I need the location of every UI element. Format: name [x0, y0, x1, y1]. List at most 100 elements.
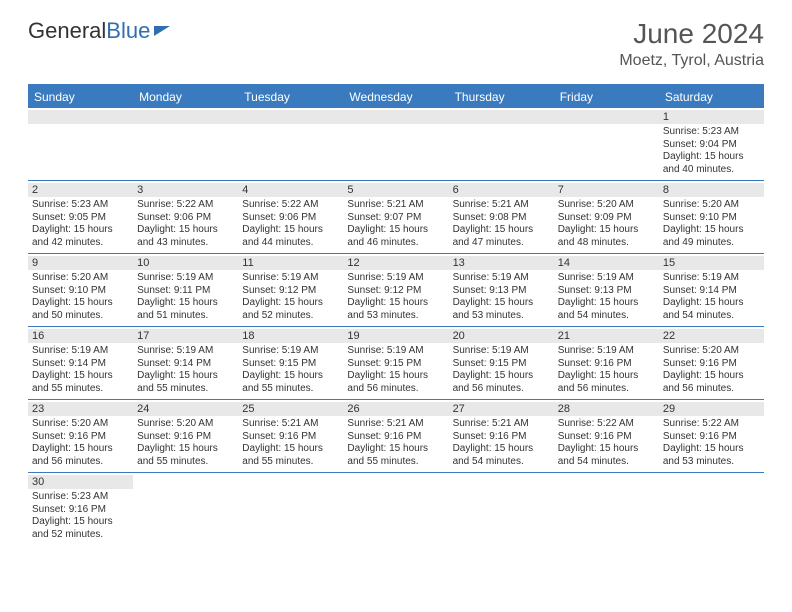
- sunset-text: Sunset: 9:12 PM: [242, 285, 339, 298]
- dow-saturday: Saturday: [659, 86, 764, 108]
- daylight-text: Daylight: 15 hours and 53 minutes.: [453, 297, 550, 322]
- dow-thursday: Thursday: [449, 86, 554, 108]
- daylight-text: Daylight: 15 hours and 49 minutes.: [663, 224, 760, 249]
- calendar-day: 12Sunrise: 5:19 AMSunset: 9:12 PMDayligh…: [343, 254, 448, 326]
- sunrise-text: Sunrise: 5:22 AM: [663, 418, 760, 431]
- sunset-text: Sunset: 9:16 PM: [453, 431, 550, 444]
- day-number: 7: [554, 183, 659, 197]
- dow-sunday: Sunday: [28, 86, 133, 108]
- calendar-day: [238, 473, 343, 545]
- calendar-day: [238, 108, 343, 180]
- calendar-week: 9Sunrise: 5:20 AMSunset: 9:10 PMDaylight…: [28, 254, 764, 327]
- day-number: 10: [133, 256, 238, 270]
- daylight-text: Daylight: 15 hours and 40 minutes.: [663, 151, 760, 176]
- sunrise-text: Sunrise: 5:19 AM: [453, 345, 550, 358]
- day-number: 4: [238, 183, 343, 197]
- sunrise-text: Sunrise: 5:20 AM: [137, 418, 234, 431]
- sunset-text: Sunset: 9:10 PM: [663, 212, 760, 225]
- day-number: 29: [659, 402, 764, 416]
- sunrise-text: Sunrise: 5:19 AM: [347, 345, 444, 358]
- daylight-text: Daylight: 15 hours and 48 minutes.: [558, 224, 655, 249]
- calendar-week: 1 Sunrise: 5:23 AMSunset: 9:04 PMDaylight…: [28, 108, 764, 181]
- sunrise-text: Sunrise: 5:23 AM: [663, 126, 760, 139]
- sunrise-text: Sunrise: 5:22 AM: [558, 418, 655, 431]
- daylight-text: Daylight: 15 hours and 54 minutes.: [663, 297, 760, 322]
- calendar-day: 6Sunrise: 5:21 AMSunset: 9:08 PMDaylight…: [449, 181, 554, 253]
- sunrise-text: Sunrise: 5:22 AM: [242, 199, 339, 212]
- day-number: 26: [343, 402, 448, 416]
- calendar-day: 30Sunrise: 5:23 AMSunset: 9:16 PMDayligh…: [28, 473, 133, 545]
- sunset-text: Sunset: 9:07 PM: [347, 212, 444, 225]
- day-number: 9: [28, 256, 133, 270]
- sunset-text: Sunset: 9:05 PM: [32, 212, 129, 225]
- daylight-text: Daylight: 15 hours and 55 minutes.: [242, 370, 339, 395]
- calendar-day: 15Sunrise: 5:19 AMSunset: 9:14 PMDayligh…: [659, 254, 764, 326]
- daylight-text: Daylight: 15 hours and 56 minutes.: [663, 370, 760, 395]
- sunrise-text: Sunrise: 5:20 AM: [558, 199, 655, 212]
- sunset-text: Sunset: 9:06 PM: [137, 212, 234, 225]
- calendar-grid: Sunday Monday Tuesday Wednesday Thursday…: [28, 84, 764, 545]
- day-number: 27: [449, 402, 554, 416]
- sunset-text: Sunset: 9:04 PM: [663, 139, 760, 152]
- day-number: [554, 110, 659, 124]
- calendar-day: 25Sunrise: 5:21 AMSunset: 9:16 PMDayligh…: [238, 400, 343, 472]
- sunrise-text: Sunrise: 5:19 AM: [453, 272, 550, 285]
- day-number: 8: [659, 183, 764, 197]
- calendar-day: 7Sunrise: 5:20 AMSunset: 9:09 PMDaylight…: [554, 181, 659, 253]
- daylight-text: Daylight: 15 hours and 47 minutes.: [453, 224, 550, 249]
- daylight-text: Daylight: 15 hours and 56 minutes.: [453, 370, 550, 395]
- day-number: 6: [449, 183, 554, 197]
- month-title: June 2024: [619, 18, 764, 50]
- daylight-text: Daylight: 15 hours and 56 minutes.: [32, 443, 129, 468]
- sunset-text: Sunset: 9:15 PM: [453, 358, 550, 371]
- calendar-day: 29Sunrise: 5:22 AMSunset: 9:16 PMDayligh…: [659, 400, 764, 472]
- calendar-day: 8Sunrise: 5:20 AMSunset: 9:10 PMDaylight…: [659, 181, 764, 253]
- sunrise-text: Sunrise: 5:19 AM: [558, 345, 655, 358]
- calendar-week: 2Sunrise: 5:23 AMSunset: 9:05 PMDaylight…: [28, 181, 764, 254]
- brand-name-b: Blue: [106, 18, 150, 44]
- sunrise-text: Sunrise: 5:19 AM: [137, 345, 234, 358]
- calendar-day: 19Sunrise: 5:19 AMSunset: 9:15 PMDayligh…: [343, 327, 448, 399]
- calendar-day: 27Sunrise: 5:21 AMSunset: 9:16 PMDayligh…: [449, 400, 554, 472]
- sunrise-text: Sunrise: 5:20 AM: [663, 345, 760, 358]
- sunrise-text: Sunrise: 5:19 AM: [137, 272, 234, 285]
- calendar-day: 11Sunrise: 5:19 AMSunset: 9:12 PMDayligh…: [238, 254, 343, 326]
- sunset-text: Sunset: 9:16 PM: [32, 504, 129, 517]
- sunrise-text: Sunrise: 5:19 AM: [558, 272, 655, 285]
- calendar-day: [659, 473, 764, 545]
- day-number: 5: [343, 183, 448, 197]
- calendar-day: [554, 108, 659, 180]
- daylight-text: Daylight: 15 hours and 43 minutes.: [137, 224, 234, 249]
- daylight-text: Daylight: 15 hours and 55 minutes.: [32, 370, 129, 395]
- dow-monday: Monday: [133, 86, 238, 108]
- sunrise-text: Sunrise: 5:23 AM: [32, 491, 129, 504]
- day-number: 16: [28, 329, 133, 343]
- calendar-day: 26Sunrise: 5:21 AMSunset: 9:16 PMDayligh…: [343, 400, 448, 472]
- sunset-text: Sunset: 9:14 PM: [137, 358, 234, 371]
- daylight-text: Daylight: 15 hours and 42 minutes.: [32, 224, 129, 249]
- sunrise-text: Sunrise: 5:21 AM: [242, 418, 339, 431]
- daylight-text: Daylight: 15 hours and 51 minutes.: [137, 297, 234, 322]
- sunrise-text: Sunrise: 5:21 AM: [347, 199, 444, 212]
- sunset-text: Sunset: 9:13 PM: [558, 285, 655, 298]
- day-number: [238, 110, 343, 124]
- dow-tuesday: Tuesday: [238, 86, 343, 108]
- logo-flag-icon: [154, 26, 170, 36]
- day-number: 15: [659, 256, 764, 270]
- dow-header-row: Sunday Monday Tuesday Wednesday Thursday…: [28, 86, 764, 108]
- day-number: 18: [238, 329, 343, 343]
- sunset-text: Sunset: 9:14 PM: [663, 285, 760, 298]
- sunrise-text: Sunrise: 5:23 AM: [32, 199, 129, 212]
- sunset-text: Sunset: 9:06 PM: [242, 212, 339, 225]
- day-number: 1: [659, 110, 764, 124]
- calendar-day: 17Sunrise: 5:19 AMSunset: 9:14 PMDayligh…: [133, 327, 238, 399]
- day-number: [343, 110, 448, 124]
- sunset-text: Sunset: 9:16 PM: [242, 431, 339, 444]
- daylight-text: Daylight: 15 hours and 54 minutes.: [558, 443, 655, 468]
- sunset-text: Sunset: 9:16 PM: [137, 431, 234, 444]
- calendar-day: 2Sunrise: 5:23 AMSunset: 9:05 PMDaylight…: [28, 181, 133, 253]
- calendar-day: 22Sunrise: 5:20 AMSunset: 9:16 PMDayligh…: [659, 327, 764, 399]
- calendar-day: [28, 108, 133, 180]
- day-number: 11: [238, 256, 343, 270]
- calendar-day: 24Sunrise: 5:20 AMSunset: 9:16 PMDayligh…: [133, 400, 238, 472]
